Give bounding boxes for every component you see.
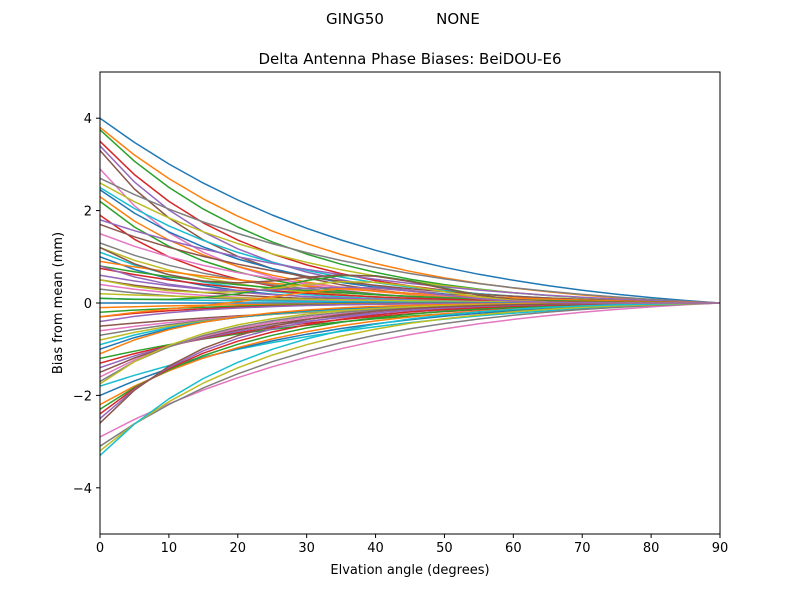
suptitle-left: GING50 xyxy=(326,10,384,28)
x-axis-label: Elvation angle (degrees) xyxy=(330,563,489,578)
series-line xyxy=(100,260,720,304)
series-line xyxy=(100,302,720,452)
series-line xyxy=(100,302,720,447)
series-line xyxy=(100,302,720,457)
y-axis: −4 −2 0 2 4 xyxy=(73,112,100,497)
x-tick-label: 40 xyxy=(367,541,384,556)
x-tick-label: 20 xyxy=(230,541,247,556)
x-tick-label: 50 xyxy=(436,541,453,556)
y-tick-label: −2 xyxy=(73,389,92,404)
y-axis-label: Bias from mean (mm) xyxy=(51,232,66,374)
x-tick-label: 10 xyxy=(161,541,178,556)
x-tick-label: 70 xyxy=(574,541,591,556)
series-line xyxy=(100,265,720,304)
series-line xyxy=(100,117,720,304)
y-tick-label: 0 xyxy=(84,297,92,312)
suptitle-right: NONE xyxy=(436,10,480,28)
x-tick-label: 0 xyxy=(96,541,104,556)
series-line xyxy=(100,177,720,304)
y-tick-label: −4 xyxy=(73,482,92,497)
x-axis: 0 10 20 30 40 50 60 70 80 90 xyxy=(96,534,728,556)
series-layer xyxy=(100,117,720,457)
x-tick-label: 30 xyxy=(298,541,315,556)
x-tick-label: 60 xyxy=(505,541,522,556)
x-tick-label: 80 xyxy=(643,541,660,556)
series-line xyxy=(100,219,720,304)
chart-title: Delta Antenna Phase Biases: BeiDOU-E6 xyxy=(259,50,562,68)
y-tick-label: 4 xyxy=(84,112,92,127)
x-tick-label: 90 xyxy=(712,541,729,556)
y-tick-label: 2 xyxy=(84,205,92,220)
series-line xyxy=(100,302,720,438)
